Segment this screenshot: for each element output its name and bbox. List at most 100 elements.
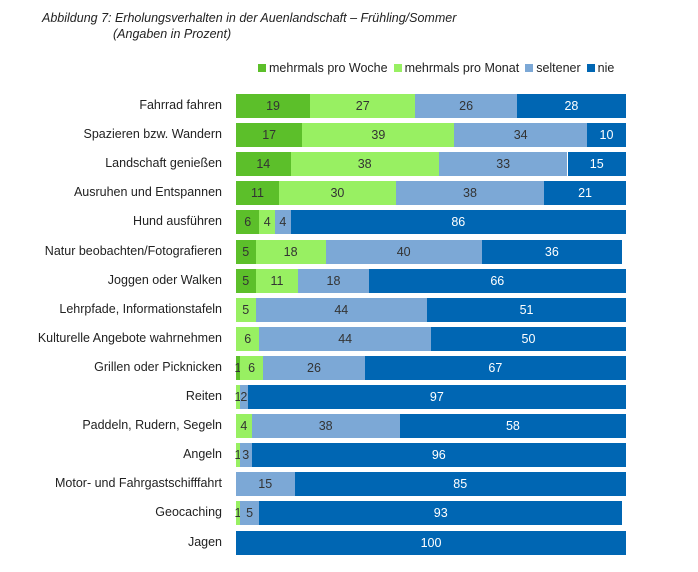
bar-segment: 1	[234, 355, 242, 380]
data-label: 97	[429, 390, 444, 404]
bar-segment: 18	[255, 239, 326, 264]
bar-segment: 58	[399, 414, 626, 439]
category-label: Grillen oder Picknicken	[94, 359, 222, 374]
data-label: 50	[521, 331, 536, 346]
bar-segment: 36	[481, 239, 623, 264]
bar-segment: 14	[236, 152, 291, 177]
bar-segment: 4	[275, 210, 291, 235]
bar-segment: 15	[236, 472, 295, 497]
bar-segment: 6	[236, 210, 260, 235]
bar-segment: 40	[325, 239, 482, 264]
chart-title: Abbildung 7: Erholungsverhalten in der A…	[42, 11, 457, 25]
bar-segment: 67	[364, 355, 626, 380]
bar-segment: 100	[236, 530, 626, 555]
category-label: Spazieren bzw. Wandern	[83, 127, 222, 142]
data-label: 5	[246, 506, 254, 521]
bar-segment: 33	[438, 152, 568, 177]
bar-segment: 5	[236, 268, 256, 293]
data-label: 4	[279, 215, 287, 230]
data-label: 44	[334, 302, 349, 317]
bar-segment: 30	[278, 181, 396, 206]
bar-segment: 11	[255, 268, 299, 293]
data-label: 4	[240, 419, 248, 434]
data-label: 18	[326, 273, 341, 288]
bar-segment: 39	[302, 123, 455, 148]
category-label: Ausruhen und Entspannen	[73, 185, 222, 200]
category-label: Hund ausführen	[133, 214, 222, 229]
bar-segment: 17	[236, 123, 303, 148]
data-label: 26	[459, 99, 474, 113]
data-label: 39	[371, 128, 386, 143]
bar-segment: 85	[294, 472, 626, 497]
data-label: 18	[283, 244, 298, 259]
bar-segment: 50	[431, 326, 626, 351]
legend-swatch	[393, 64, 402, 72]
bar-segment: 21	[544, 181, 626, 206]
data-label: 3	[242, 448, 250, 463]
data-label: 6	[248, 360, 256, 375]
bar-segment: 93	[259, 501, 623, 526]
bar-segment: 1	[234, 443, 242, 468]
data-label: 11	[250, 186, 264, 201]
bar-segment: 1	[234, 501, 242, 526]
bar-segment: 18	[298, 268, 369, 293]
data-label: 11	[270, 273, 284, 288]
data-label: 38	[318, 419, 333, 434]
data-label: 44	[338, 331, 353, 346]
category-label: Kulturelle Angebote wahrnehmen	[37, 330, 222, 345]
data-label: 85	[453, 477, 468, 492]
legend-swatch	[258, 64, 266, 72]
data-label: 100	[420, 535, 442, 550]
data-label: 5	[242, 273, 250, 288]
legend-item: seltener	[525, 61, 581, 75]
chart-subtitle: (Angaben in Prozent)	[113, 27, 232, 41]
data-label: 1	[234, 506, 242, 521]
bar-segment: 2	[239, 385, 248, 409]
data-label: 2	[240, 390, 248, 404]
bar-segment: 11	[236, 181, 279, 206]
data-label: 6	[244, 331, 252, 346]
data-label: 86	[451, 215, 466, 230]
data-label: 1	[234, 360, 242, 375]
data-label: 34	[513, 128, 528, 143]
bar-segment: 51	[427, 297, 626, 322]
data-label: 67	[488, 360, 503, 375]
legend-label: seltener	[536, 61, 581, 75]
data-label: 15	[589, 157, 604, 172]
data-label: 1	[234, 390, 242, 404]
data-label: 27	[355, 99, 370, 113]
bar-segment: 5	[236, 239, 256, 264]
legend-label: mehrmals pro Woche	[269, 61, 388, 75]
data-label: 96	[431, 448, 446, 463]
category-label: Landschaft genießen	[105, 156, 222, 171]
data-label: 93	[433, 506, 448, 521]
legend-label: mehrmals pro Monat	[404, 61, 520, 75]
bar-segment: 10	[587, 123, 626, 148]
bar-segment: 38	[395, 181, 545, 206]
data-label: 21	[578, 186, 592, 201]
bar-segment: 26	[263, 355, 365, 380]
category-label: Paddeln, Rudern, Segeln	[82, 418, 222, 433]
bar-segment: 97	[247, 385, 626, 409]
category-label: Jagen	[187, 534, 222, 549]
bar-segment: 27	[310, 94, 416, 118]
legend-item: mehrmals pro Woche	[258, 61, 388, 75]
data-label: 58	[505, 419, 520, 434]
bar-segment: 15	[567, 152, 626, 177]
data-label: 30	[330, 186, 345, 201]
data-label: 6	[244, 215, 252, 230]
data-label: 38	[463, 186, 477, 201]
category-label: Angeln	[183, 447, 222, 462]
data-label: 19	[266, 99, 280, 113]
category-label: Natur beobachten/Fotografieren	[44, 243, 222, 258]
bar-segment: 3	[239, 443, 252, 468]
bar-segment: 38	[290, 152, 439, 177]
bar-segment: 6	[239, 355, 264, 380]
bar-segment: 5	[236, 297, 256, 322]
legend-item: nie	[586, 61, 615, 75]
bar-segment: 26	[415, 94, 517, 118]
bar-segment: 1	[234, 385, 242, 409]
legend-label: nie	[597, 61, 615, 75]
data-label: 1	[234, 448, 242, 463]
